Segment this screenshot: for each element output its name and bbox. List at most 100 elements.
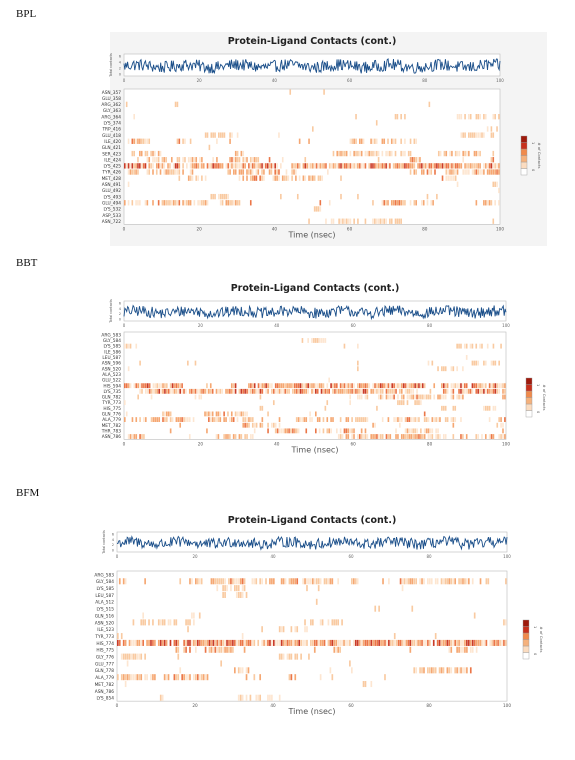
heatmap-cell xyxy=(175,388,178,394)
heatmap-cell xyxy=(186,200,188,206)
heatmap-cell xyxy=(259,422,262,428)
heatmap-cell xyxy=(446,667,449,674)
heatmap-cell xyxy=(392,200,395,206)
heatmap-cell xyxy=(464,132,466,138)
heatmap-cell xyxy=(484,388,487,394)
heatmap-cell xyxy=(385,218,387,224)
heatmap-cell xyxy=(312,163,314,169)
heatmap-cell xyxy=(475,383,478,389)
heatmap-cell xyxy=(148,163,151,169)
heatmap-cell xyxy=(181,388,183,394)
x-tick-label: 0 xyxy=(116,703,119,708)
heatmap-cell xyxy=(411,578,414,585)
heatmap-cell xyxy=(362,434,365,439)
heatmap-cell xyxy=(297,428,300,434)
heatmap-cell xyxy=(238,169,241,175)
heatmap-row xyxy=(259,405,497,411)
heatmap-cell xyxy=(413,200,416,206)
heatmap-cell xyxy=(172,200,175,206)
heatmap-cell xyxy=(146,388,149,394)
heatmap-cell xyxy=(171,383,174,389)
heatmap-cell xyxy=(324,388,327,394)
heatmap-cell xyxy=(290,428,292,434)
heatmap-cell xyxy=(308,175,310,181)
heatmap-row xyxy=(208,144,211,151)
heatmap-cell xyxy=(406,383,409,389)
heatmap-cell xyxy=(259,383,262,389)
heatmap-cell xyxy=(156,383,159,389)
heatmap-cell xyxy=(220,578,223,585)
residue-label: LYS_854 xyxy=(96,696,114,702)
heatmap-cell xyxy=(163,157,166,163)
heatmap-cell xyxy=(179,578,182,585)
heatmap-cell xyxy=(139,138,141,144)
heatmap-cell xyxy=(483,163,485,169)
heatmap-cell xyxy=(208,144,211,151)
heatmap-cell xyxy=(492,169,495,175)
heatmap-cell xyxy=(278,175,280,181)
heatmap-cell xyxy=(439,394,441,400)
heatmap-cell xyxy=(353,434,355,439)
heatmap-cell xyxy=(340,175,342,181)
heatmap-cell xyxy=(347,383,350,389)
heatmap-cell xyxy=(224,585,226,592)
heatmap-cell xyxy=(273,578,275,585)
heatmap-cell xyxy=(397,434,399,439)
heatmap-cell xyxy=(162,411,164,417)
heatmap-cell xyxy=(345,218,348,224)
heatmap-cell xyxy=(197,175,199,181)
heatmap-cell xyxy=(169,169,171,175)
heatmap-cell xyxy=(399,639,402,646)
heatmap-cell xyxy=(176,169,179,175)
heatmap-cell xyxy=(429,639,431,646)
heatmap-row xyxy=(312,126,498,132)
heatmap-cell xyxy=(347,434,350,439)
heatmap-cell xyxy=(234,169,237,175)
heatmap-cell xyxy=(255,578,258,585)
heatmap-cell xyxy=(381,388,384,394)
heatmap-cell xyxy=(117,633,119,640)
heatmap-cell xyxy=(202,163,205,169)
heatmap-row xyxy=(124,383,506,389)
panel-label-bpl: BPL xyxy=(16,8,37,20)
heatmap-cell xyxy=(355,163,357,169)
heatmap-cell xyxy=(231,200,233,206)
heatmap-cell xyxy=(460,646,462,653)
heatmap-cell xyxy=(208,417,210,422)
heatmap-cell xyxy=(418,400,420,406)
residue-label: LEU_587 xyxy=(95,593,114,599)
heatmap-cell xyxy=(298,163,301,169)
heatmap-cell xyxy=(477,360,479,366)
heatmap-cell xyxy=(372,434,374,439)
heatmap-cell xyxy=(159,694,162,701)
heatmap-cell xyxy=(157,619,160,626)
heatmap-cell xyxy=(230,646,232,653)
heatmap-cell xyxy=(295,175,297,181)
heatmap-cell xyxy=(492,181,495,187)
heatmap-cell xyxy=(418,417,420,422)
residue-label: MET_428 xyxy=(102,176,122,182)
heatmap-cell xyxy=(230,411,233,417)
heatmap-cell xyxy=(343,388,346,394)
heatmap-cell xyxy=(259,578,262,585)
heatmap-cell xyxy=(295,169,297,175)
x-tick-label: 0 xyxy=(123,441,126,446)
heatmap-cell xyxy=(433,417,436,422)
heatmap-cell xyxy=(498,163,500,169)
heatmap-cell xyxy=(191,157,194,163)
heatmap-cell xyxy=(331,578,334,585)
heatmap-cell xyxy=(232,646,234,653)
heatmap-cell xyxy=(460,388,462,394)
heatmap-cell xyxy=(155,157,158,163)
heatmap-cell xyxy=(148,169,151,175)
heatmap-cell xyxy=(364,150,367,157)
heatmap-cell xyxy=(444,578,447,585)
residue-label: MET_782 xyxy=(102,423,122,429)
heatmap-cell xyxy=(165,639,168,646)
heatmap-cell xyxy=(271,694,273,701)
heatmap-cell xyxy=(164,388,166,394)
heatmap-cell xyxy=(178,169,181,175)
residue-label: ARG_362 xyxy=(101,102,121,108)
total-contacts-tick-label: 0 xyxy=(119,318,122,322)
heatmap-cell xyxy=(208,163,211,169)
